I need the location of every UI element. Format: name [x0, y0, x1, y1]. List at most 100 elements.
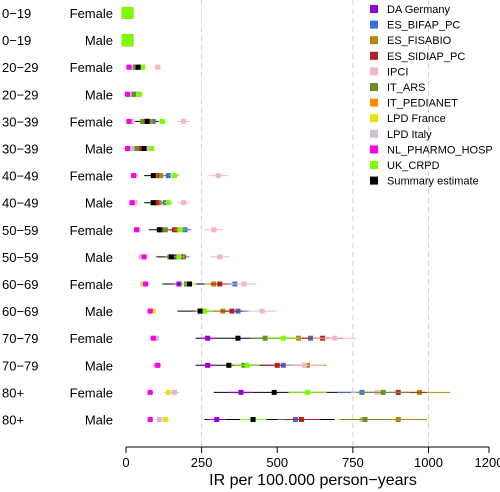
legend-label: ES_BIFAP_PC [387, 20, 460, 32]
row-sex-label: Male [85, 304, 113, 319]
estimate-point [146, 146, 152, 151]
estimate-point [131, 173, 137, 179]
estimate-point [129, 118, 135, 124]
estimate-point [159, 118, 165, 124]
summary-point [235, 335, 241, 341]
estimate-point [155, 64, 161, 70]
estimate-point [162, 227, 168, 233]
estimate-point [147, 308, 153, 314]
legend-swatch [370, 20, 378, 29]
estimate-point [150, 335, 156, 341]
estimate-point [332, 335, 338, 341]
estimate-point [171, 173, 177, 179]
legend-label: NL_PHARMO_HOSP [387, 144, 493, 156]
row-sex-label: Female [70, 223, 113, 238]
row-sex-label: Male [85, 33, 113, 48]
estimate-point [395, 417, 401, 422]
estimate-point [141, 254, 147, 260]
summary-point [141, 146, 147, 151]
legend-swatch [370, 161, 378, 169]
estimate-point [301, 362, 307, 368]
estimate-point [177, 227, 183, 233]
estimate-point [129, 146, 135, 151]
estimate-point [171, 389, 177, 395]
row-sex-label: Female [70, 169, 113, 184]
legend-label: IT_PEDIANET [387, 98, 458, 110]
row-sex-label: Male [85, 142, 113, 157]
summary-point [271, 389, 277, 395]
estimate-point [143, 281, 149, 287]
estimate-point [140, 118, 146, 124]
row-sex-label: Male [85, 358, 113, 373]
legend-label: UK_CRPD [387, 160, 440, 172]
estimate-point [205, 362, 211, 368]
estimate-point [262, 335, 268, 341]
estimate-point [126, 64, 132, 70]
estimate-point [132, 200, 138, 206]
row-age-label: 40−49 [2, 196, 39, 211]
estimate-point [215, 173, 221, 179]
estimate-point [137, 91, 143, 97]
estimate-point [214, 417, 220, 422]
estimate-point [274, 362, 280, 368]
estimate-point [171, 227, 177, 233]
estimate-point [140, 64, 146, 70]
summary-point [226, 362, 232, 368]
legend-swatch [370, 83, 378, 91]
estimate-point [211, 227, 217, 233]
summary-point [156, 227, 162, 233]
legend-swatch [370, 5, 378, 13]
estimate-point [126, 118, 132, 124]
summary-point [250, 417, 256, 422]
estimate-point [125, 146, 131, 151]
estimate-point [147, 417, 153, 422]
estimate-point [202, 308, 208, 314]
estimate-point [165, 173, 171, 179]
estimate-point [176, 254, 182, 260]
legend-swatch [370, 114, 378, 123]
row-sex-label: Female [70, 331, 113, 346]
x-axis-ticks: 0 250 500 750 1000 1200 [122, 447, 500, 470]
row-sex-label: Male [85, 413, 113, 428]
row-sex-label: Female [70, 114, 113, 129]
summary-point [150, 200, 156, 206]
estimate-point [155, 362, 161, 368]
estimate-point [176, 281, 182, 287]
data-marks [121, 7, 451, 422]
estimate-point [217, 281, 223, 287]
legend-swatch [370, 67, 378, 76]
x-tick-label: 500 [266, 455, 288, 470]
row-age-label: 20−29 [2, 87, 39, 102]
estimate-point [162, 417, 168, 422]
estimate-point [298, 417, 304, 422]
estimate-point [147, 118, 153, 124]
summary-point [168, 254, 174, 260]
estimate-point [156, 417, 162, 422]
estimate-point [158, 173, 164, 179]
row-age-label: 30−39 [2, 114, 39, 129]
legend-label: DA Germany [387, 4, 450, 16]
grid-lines [201, 0, 429, 447]
legend-label: IPCI [387, 66, 408, 78]
estimate-point [362, 417, 368, 422]
summary-point [135, 64, 141, 70]
estimate-point [205, 335, 211, 341]
estimate-point [259, 308, 265, 314]
summary-point [144, 118, 150, 124]
row-age-label: 0−19 [2, 33, 31, 48]
row-age-label: 50−59 [2, 250, 39, 265]
legend-swatch [370, 129, 378, 138]
row-age-label: 40−49 [2, 169, 39, 184]
legend-label: ES_FISABIO [387, 35, 452, 47]
legend-swatch [370, 36, 378, 45]
summary-point [197, 308, 203, 314]
row-labels: 0−19 Female 0−19 Male 20−29 Female 20−29 Male 30… [2, 6, 113, 428]
row-age-label: 0−19 [2, 6, 31, 21]
x-tick-label: 1000 [414, 455, 443, 470]
row-sex-label: Female [70, 385, 113, 400]
estimate-point [380, 389, 386, 395]
estimate-point [134, 227, 140, 233]
row-sex-label: Male [85, 196, 113, 211]
row-sex-label: Female [70, 6, 113, 21]
estimate-point [121, 7, 134, 19]
